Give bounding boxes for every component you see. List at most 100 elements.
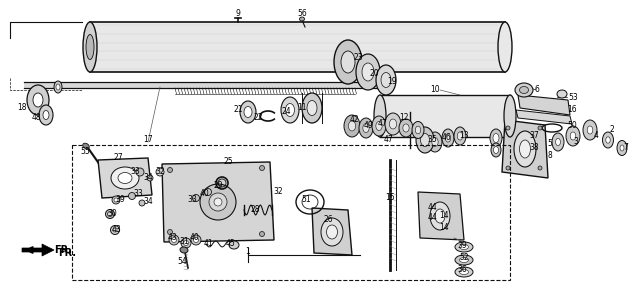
Ellipse shape [359,118,373,138]
Ellipse shape [454,127,466,145]
Ellipse shape [460,258,468,262]
Polygon shape [380,95,510,137]
Polygon shape [418,192,464,240]
Ellipse shape [420,133,429,146]
Ellipse shape [455,267,473,277]
Ellipse shape [520,86,529,94]
Ellipse shape [557,90,567,98]
Text: 37: 37 [529,131,539,140]
Ellipse shape [606,137,610,143]
Text: 22: 22 [253,114,263,123]
Ellipse shape [285,104,294,117]
Ellipse shape [147,175,153,181]
Ellipse shape [588,126,593,134]
Ellipse shape [445,134,451,142]
Text: 35: 35 [427,136,437,144]
Ellipse shape [300,17,305,21]
Ellipse shape [209,193,227,211]
Ellipse shape [56,84,60,90]
Ellipse shape [43,111,49,120]
Ellipse shape [86,34,94,59]
Polygon shape [162,162,274,242]
Text: 1: 1 [246,248,250,256]
Ellipse shape [617,140,627,156]
Text: FR.: FR. [58,248,76,258]
Text: 38: 38 [529,143,539,153]
Text: 45: 45 [225,239,235,249]
Ellipse shape [111,226,120,234]
Ellipse shape [363,124,369,133]
Ellipse shape [435,209,445,223]
Text: 16: 16 [567,105,577,114]
Text: 5: 5 [548,139,552,147]
Ellipse shape [403,124,409,132]
Text: 7: 7 [623,143,628,153]
Ellipse shape [259,165,264,171]
Ellipse shape [114,198,118,202]
Text: 39: 39 [115,195,125,204]
Ellipse shape [376,121,382,130]
Text: 23: 23 [353,53,363,63]
Ellipse shape [570,132,576,140]
Polygon shape [22,244,54,256]
Text: 24: 24 [281,108,291,117]
Ellipse shape [385,113,401,135]
Polygon shape [502,120,548,178]
Ellipse shape [493,133,499,143]
Text: 26: 26 [323,216,333,224]
Text: 33: 33 [130,168,140,176]
Polygon shape [90,22,505,72]
Text: 19: 19 [387,78,397,86]
Ellipse shape [27,85,49,115]
Text: 40: 40 [199,189,209,198]
Ellipse shape [442,129,454,147]
Text: 42: 42 [349,115,359,124]
Ellipse shape [214,198,222,206]
Text: 14: 14 [439,211,449,220]
Text: FR.: FR. [54,245,72,255]
Ellipse shape [229,241,239,249]
Text: 36: 36 [457,265,467,275]
Text: 46: 46 [441,133,451,142]
Text: 8: 8 [548,150,552,159]
Text: 41: 41 [203,239,213,249]
Text: 33: 33 [133,189,143,198]
Ellipse shape [491,143,501,157]
Ellipse shape [498,22,512,72]
Ellipse shape [113,228,117,232]
Polygon shape [518,95,570,115]
Ellipse shape [172,237,177,243]
Text: 25: 25 [223,158,233,166]
Ellipse shape [168,168,173,172]
Ellipse shape [602,132,614,148]
Text: 49: 49 [363,120,373,130]
Ellipse shape [538,166,542,170]
Ellipse shape [112,196,120,204]
Ellipse shape [460,245,468,249]
Ellipse shape [106,210,115,219]
Ellipse shape [54,81,62,93]
Text: 28: 28 [250,205,260,214]
Ellipse shape [83,143,89,149]
Text: 55: 55 [80,147,90,156]
Text: 3: 3 [573,137,579,146]
Ellipse shape [490,129,502,147]
Ellipse shape [341,51,355,73]
Ellipse shape [374,95,386,137]
Ellipse shape [139,200,145,206]
Ellipse shape [334,40,362,84]
Text: 11: 11 [297,104,307,113]
Ellipse shape [111,167,139,189]
Ellipse shape [193,237,198,243]
Text: 30: 30 [107,210,117,219]
Ellipse shape [193,194,200,201]
Polygon shape [24,82,378,88]
Ellipse shape [506,126,510,130]
Ellipse shape [415,126,420,134]
Polygon shape [516,110,572,124]
Text: 18: 18 [17,104,27,113]
Ellipse shape [372,116,386,136]
Ellipse shape [356,54,380,90]
Text: 33: 33 [187,195,197,204]
Text: 39: 39 [457,242,467,250]
